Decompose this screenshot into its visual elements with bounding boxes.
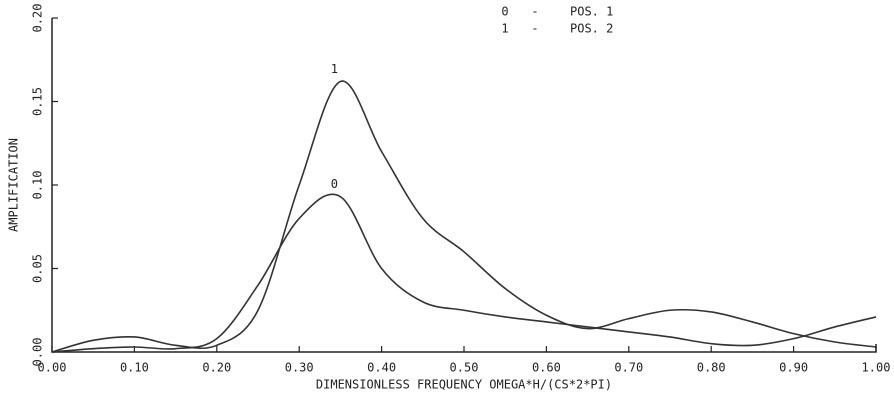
y-tick-label: 0.00	[31, 338, 45, 367]
y-axis-label: AMPLIFICATION	[7, 138, 21, 232]
x-tick-label: 0.60	[532, 361, 561, 375]
legend-separator: -	[531, 5, 538, 19]
y-tick-label: 0.15	[31, 87, 45, 116]
curve	[51, 80, 877, 353]
x-tick-label: 0.40	[367, 361, 396, 375]
x-tick-label: 0.80	[697, 361, 726, 375]
x-tick-label: 0.10	[120, 361, 149, 375]
legend-separator: -	[531, 22, 538, 36]
axes	[51, 18, 877, 353]
x-tick-label: 0.20	[202, 361, 231, 375]
x-tick-label: 0.50	[450, 361, 479, 375]
legend-key: 0	[501, 5, 508, 19]
curve	[51, 193, 877, 353]
y-tick-label: 0.05	[31, 254, 45, 283]
curve-label: 0	[331, 177, 338, 191]
legend-name: POS. 1	[570, 5, 613, 19]
legend-name: POS. 2	[570, 22, 613, 36]
x-tick-label: 1.00	[862, 361, 891, 375]
x-tick-label: 0.30	[285, 361, 314, 375]
x-tick-label: 0.70	[614, 361, 643, 375]
y-tick-label: 0.10	[31, 171, 45, 200]
x-axis-label: DIMENSIONLESS FREQUENCY OMEGA*H/(CS*2*PI…	[316, 378, 612, 392]
y-tick-label: 0.20	[31, 4, 45, 33]
x-tick-label: 0.00	[38, 361, 67, 375]
legend-key: 1	[501, 22, 508, 36]
curve-label: 1	[331, 62, 338, 76]
x-tick-label: 0.90	[779, 361, 808, 375]
